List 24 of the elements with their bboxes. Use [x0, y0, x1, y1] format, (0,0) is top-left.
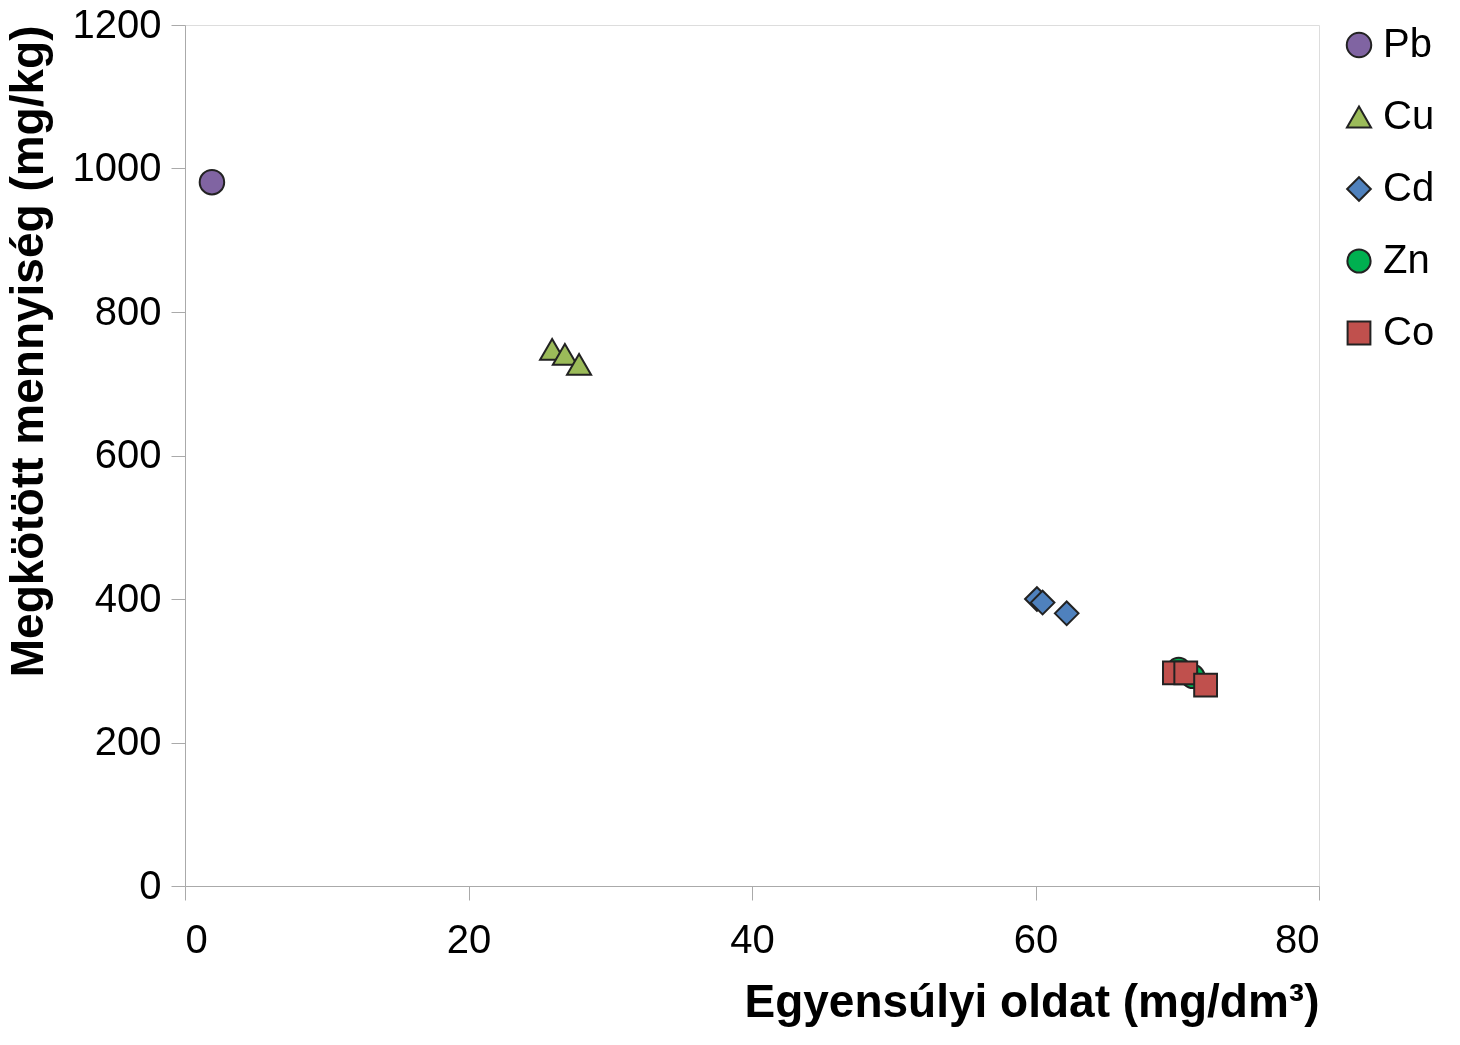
- point: [1029, 589, 1056, 616]
- legend-label: Co: [1383, 309, 1435, 353]
- y-tick-label: 600: [94, 432, 162, 476]
- point: [551, 342, 578, 366]
- y-axis-title: Megkötött mennyiség (mg/kg): [0, 25, 53, 678]
- x-tick-label: 40: [730, 916, 775, 961]
- x-tick-label: 20: [446, 916, 492, 961]
- legend-label: Cu: [1383, 93, 1435, 137]
- legend-label: Pb: [1383, 21, 1432, 65]
- x-axis-title: Egyensúlyi oldat (mg/dm³): [744, 974, 1320, 1027]
- point: [566, 352, 593, 376]
- point: [198, 168, 226, 196]
- x-tick-label: 80: [1275, 916, 1320, 961]
- y-tick-label: 200: [94, 719, 162, 763]
- x-tick-label: 60: [1013, 916, 1059, 961]
- legend-label: Cd: [1383, 165, 1435, 209]
- y-tick-label: 0: [139, 862, 162, 907]
- x-tick-label: 0: [185, 916, 208, 961]
- y-tick-label: 800: [94, 288, 162, 333]
- y-tick-label: 1200: [72, 1, 162, 46]
- point: [1053, 600, 1080, 627]
- legend-label: Zn: [1383, 237, 1430, 281]
- y-tick-label: 400: [94, 575, 162, 620]
- y-tick-label: 1000: [72, 145, 162, 189]
